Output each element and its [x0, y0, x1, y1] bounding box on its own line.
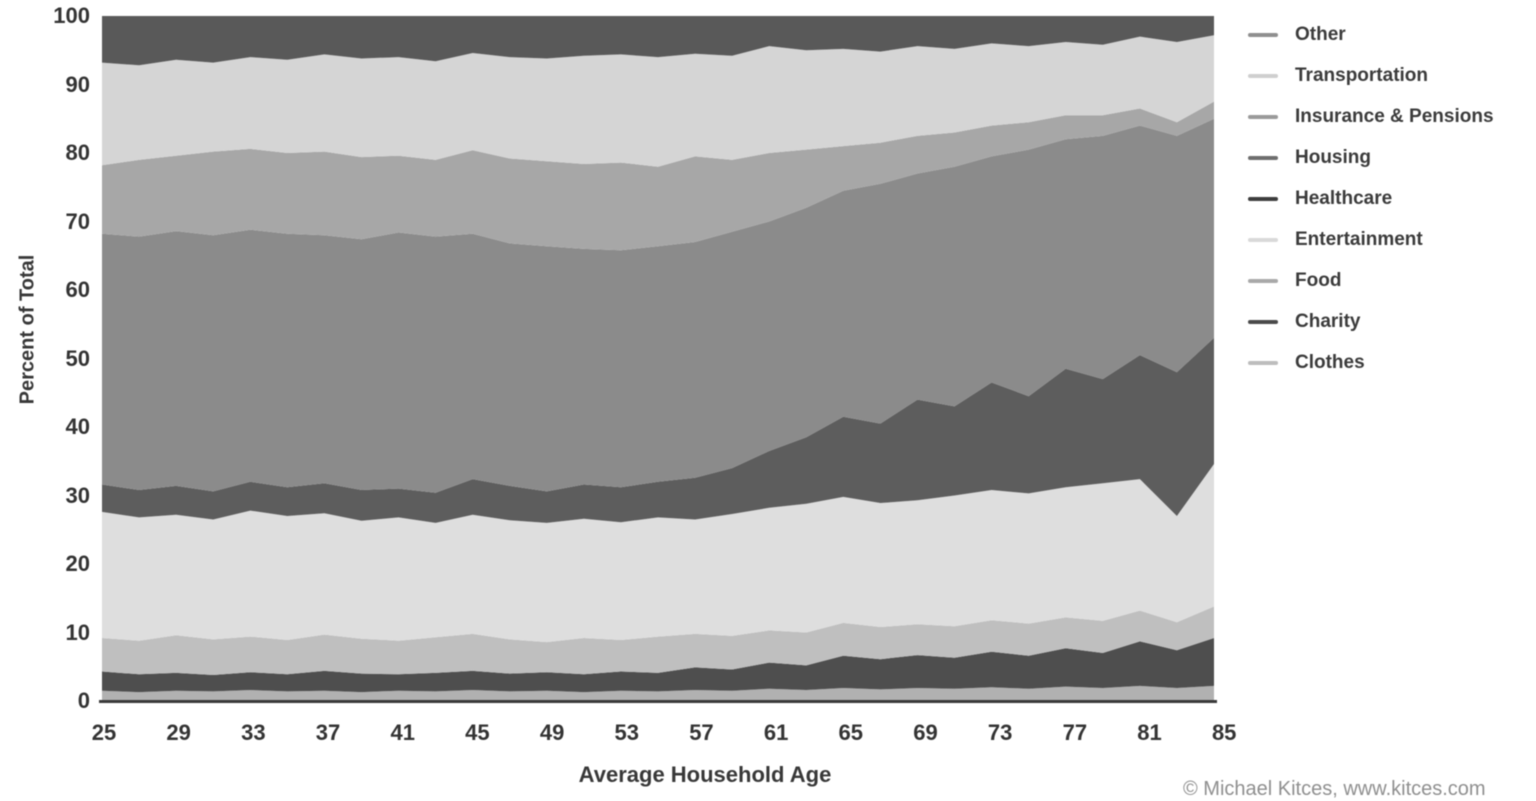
legend-label: Clothes: [1295, 351, 1365, 373]
x-tick-label: 73: [987, 720, 1013, 745]
x-tick-label: 25: [91, 720, 117, 745]
x-axis-title: Average Household Age: [578, 762, 832, 787]
legend-item-entertainment: Entertainment: [1248, 219, 1494, 260]
area-healthcare: [102, 337, 1214, 523]
x-tick-label: 81: [1137, 720, 1162, 745]
legend-swatch: [1248, 196, 1278, 201]
legend-swatch: [1248, 237, 1278, 242]
area-entertainment: [102, 464, 1214, 643]
legend-swatch: [1248, 32, 1278, 37]
area-food: [102, 606, 1214, 675]
legend-label: Healthcare: [1295, 187, 1393, 209]
area-insurance-pensions: [102, 101, 1214, 251]
area-charity: [102, 638, 1214, 693]
y-tick-label: 30: [65, 482, 90, 508]
area-clothes: [102, 685, 1214, 701]
y-tick-label: 70: [65, 208, 90, 234]
legend-swatch: [1248, 155, 1278, 160]
x-tick-label: 77: [1062, 720, 1088, 745]
legend-item-other: Other: [1248, 14, 1494, 55]
y-tick-label: 0: [77, 688, 90, 713]
x-tick-label: 49: [539, 720, 565, 745]
legend-item-transportation: Transportation: [1248, 55, 1494, 96]
legend-label: Charity: [1295, 310, 1361, 332]
y-axis-title: Percent of Total: [16, 254, 39, 405]
watermark-attribution: © Michael Kitces, www.kitces.com: [1183, 778, 1486, 800]
y-tick-label: 100: [53, 3, 90, 28]
stacked-area-plot: [102, 16, 1214, 701]
x-tick-label: 41: [390, 720, 415, 745]
legend-item-clothes: Clothes: [1248, 342, 1494, 383]
legend-item-healthcare: Healthcare: [1248, 178, 1494, 219]
legend-swatch: [1248, 114, 1278, 119]
y-tick-label: 60: [65, 277, 90, 302]
y-tick-label: 20: [65, 551, 90, 576]
legend: Other Transportation Insurance & Pensions H…: [1248, 14, 1494, 383]
legend-label: Other: [1295, 23, 1346, 45]
x-tick-label: 69: [913, 720, 938, 745]
legend-label: Transportation: [1295, 64, 1429, 86]
x-tick-label: 53: [614, 720, 639, 745]
y-tick-label: 40: [65, 414, 90, 439]
x-tick-label: 57: [689, 720, 714, 745]
area-other: [102, 16, 1214, 66]
legend-label: Entertainment: [1295, 228, 1423, 250]
x-tick-label: 61: [763, 720, 789, 745]
legend-label: Insurance & Pensions: [1295, 105, 1494, 127]
y-tick-label: 80: [65, 140, 90, 165]
y-tick-label: 90: [65, 71, 90, 97]
x-tick-label: 85: [1211, 720, 1237, 745]
x-tick-label: 37: [315, 720, 341, 745]
legend-item-insurance-pensions: Insurance & Pensions: [1248, 96, 1494, 137]
legend-item-food: Food: [1248, 260, 1494, 301]
legend-label: Housing: [1295, 146, 1371, 168]
legend-swatch: [1248, 319, 1278, 324]
x-tick-label: 29: [166, 720, 191, 745]
legend-label: Food: [1295, 269, 1342, 291]
legend-item-housing: Housing: [1248, 137, 1494, 178]
legend-item-charity: Charity: [1248, 301, 1494, 342]
area-housing: [102, 118, 1214, 493]
x-axis-line: [99, 700, 1217, 703]
legend-swatch: [1248, 360, 1278, 365]
x-tick-label: 33: [241, 720, 266, 745]
y-tick-label: 50: [65, 345, 90, 371]
x-tick-label: 45: [465, 720, 490, 745]
y-tick-label: 10: [65, 619, 90, 645]
area-transportation: [102, 35, 1214, 167]
legend-swatch: [1248, 73, 1278, 78]
legend-swatch: [1248, 278, 1278, 283]
x-tick-label: 65: [838, 720, 864, 745]
